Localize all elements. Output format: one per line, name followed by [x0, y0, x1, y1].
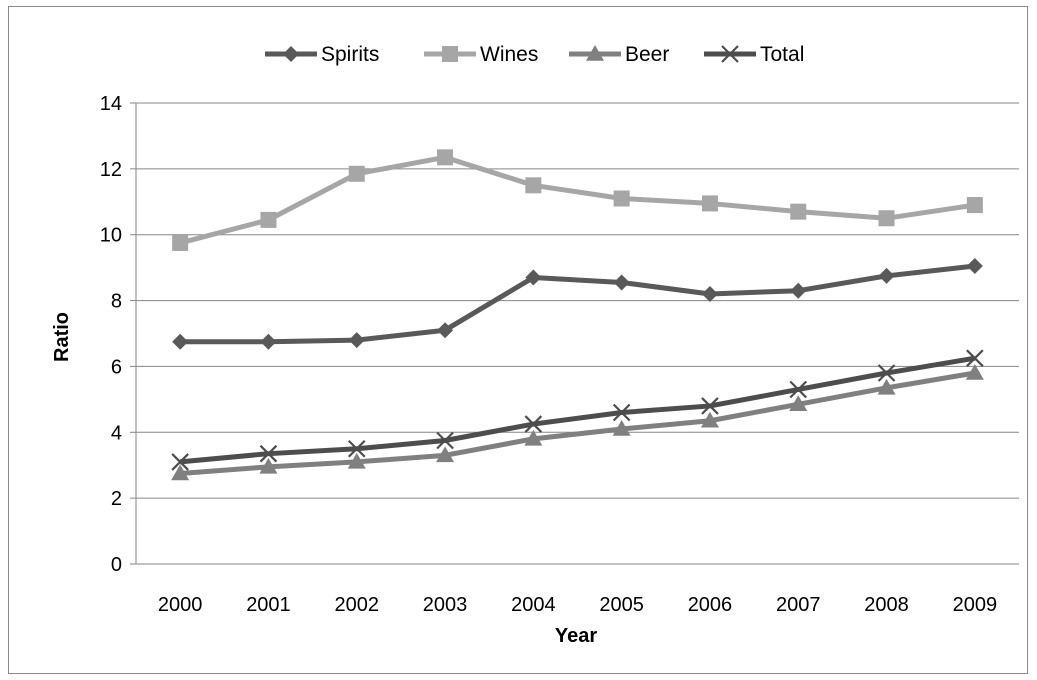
x-tick-label: 2007 — [776, 594, 821, 616]
y-tick-label: 8 — [111, 291, 122, 313]
data-point — [701, 397, 719, 415]
legend-item-beer: Beer — [569, 43, 669, 66]
x-tick-label: 2006 — [688, 594, 733, 616]
data-point — [612, 403, 631, 422]
series-line — [180, 263, 976, 345]
legend-item-total: Total — [704, 43, 804, 66]
data-point — [260, 211, 277, 228]
legend-label: Beer — [625, 43, 669, 66]
data-point — [260, 333, 277, 350]
data-point — [171, 453, 189, 471]
axes: 0 2 4 6 8 10 12 14 2000 2001 2002 2003 2004 2005 2006 2… — [100, 93, 1019, 616]
series-total — [171, 349, 984, 471]
data-point — [965, 364, 984, 380]
series-beer — [171, 364, 984, 481]
data-point — [612, 419, 631, 436]
data-point — [437, 322, 454, 339]
x-tick-label: 2000 — [158, 594, 203, 616]
data-point — [172, 234, 189, 251]
data-point — [437, 149, 454, 166]
data-point — [878, 267, 895, 284]
legend-label: Wines — [480, 43, 538, 66]
x-axis-title: Year — [555, 625, 597, 647]
gridlines — [136, 102, 1019, 499]
x-tick-label: 2004 — [511, 594, 556, 616]
y-tick-label: 10 — [100, 225, 122, 247]
y-tick-label: 4 — [111, 422, 122, 444]
y-tick-label: 14 — [100, 93, 122, 115]
data-point — [790, 282, 807, 299]
legend: Spirits Wines Beer Total — [265, 43, 804, 66]
series-line — [179, 355, 976, 465]
data-point — [877, 378, 896, 395]
data-point — [259, 457, 278, 474]
data-point — [878, 210, 895, 227]
y-tick-label: 6 — [111, 356, 122, 378]
data-point — [348, 165, 365, 182]
data-point — [966, 257, 983, 274]
data-point — [436, 446, 455, 463]
legend-item-wines: Wines — [424, 43, 538, 66]
data-point — [966, 197, 983, 214]
data-point — [790, 203, 807, 220]
legend-label: Total — [760, 43, 804, 66]
y-tick-label: 12 — [100, 159, 122, 181]
legend-marker — [586, 45, 604, 61]
legend-label: Spirits — [321, 43, 379, 66]
data-point — [877, 364, 896, 382]
data-point — [171, 464, 190, 481]
y-tick-label: 0 — [111, 554, 122, 576]
data-point — [347, 439, 366, 458]
data-point — [524, 429, 543, 446]
data-point — [436, 431, 454, 450]
y-axis-title: Ratio — [51, 312, 73, 362]
data-point — [613, 274, 630, 291]
x-tick-label: 2001 — [246, 594, 291, 616]
data-point — [966, 349, 984, 367]
x-tick-label: 2002 — [335, 594, 380, 616]
data-point — [701, 195, 718, 212]
y-tick-label: 2 — [111, 488, 122, 510]
data-point — [613, 190, 630, 207]
chart-frame: 0 2 4 6 8 10 12 14 2000 2001 2002 2003 2004 2005 2006 2… — [8, 6, 1028, 674]
data-point — [525, 269, 542, 286]
data-point — [789, 395, 808, 412]
data-point — [259, 444, 278, 463]
data-point — [524, 415, 543, 433]
legend-item-spirits: Spirits — [265, 43, 379, 66]
data-point — [348, 332, 365, 349]
legend-marker — [283, 46, 299, 62]
data-point — [525, 177, 542, 194]
data-point — [700, 411, 719, 428]
series-wines — [172, 149, 983, 251]
series-lines — [171, 149, 984, 481]
line-chart: 0 2 4 6 8 10 12 14 2000 2001 2002 2003 2004 2005 2006 2… — [51, 43, 1019, 647]
x-tick-label: 2009 — [953, 594, 998, 616]
legend-marker — [442, 46, 458, 62]
data-point — [172, 333, 189, 350]
x-tick-label: 2008 — [864, 594, 909, 616]
legend-marker — [721, 45, 739, 63]
x-tick-label: 2003 — [423, 594, 468, 616]
data-point — [701, 285, 718, 302]
series-line — [179, 154, 976, 246]
series-line — [179, 370, 976, 476]
series-spirits — [172, 257, 983, 350]
x-tick-label: 2005 — [599, 594, 644, 616]
data-point — [347, 452, 366, 469]
data-point — [789, 380, 808, 399]
